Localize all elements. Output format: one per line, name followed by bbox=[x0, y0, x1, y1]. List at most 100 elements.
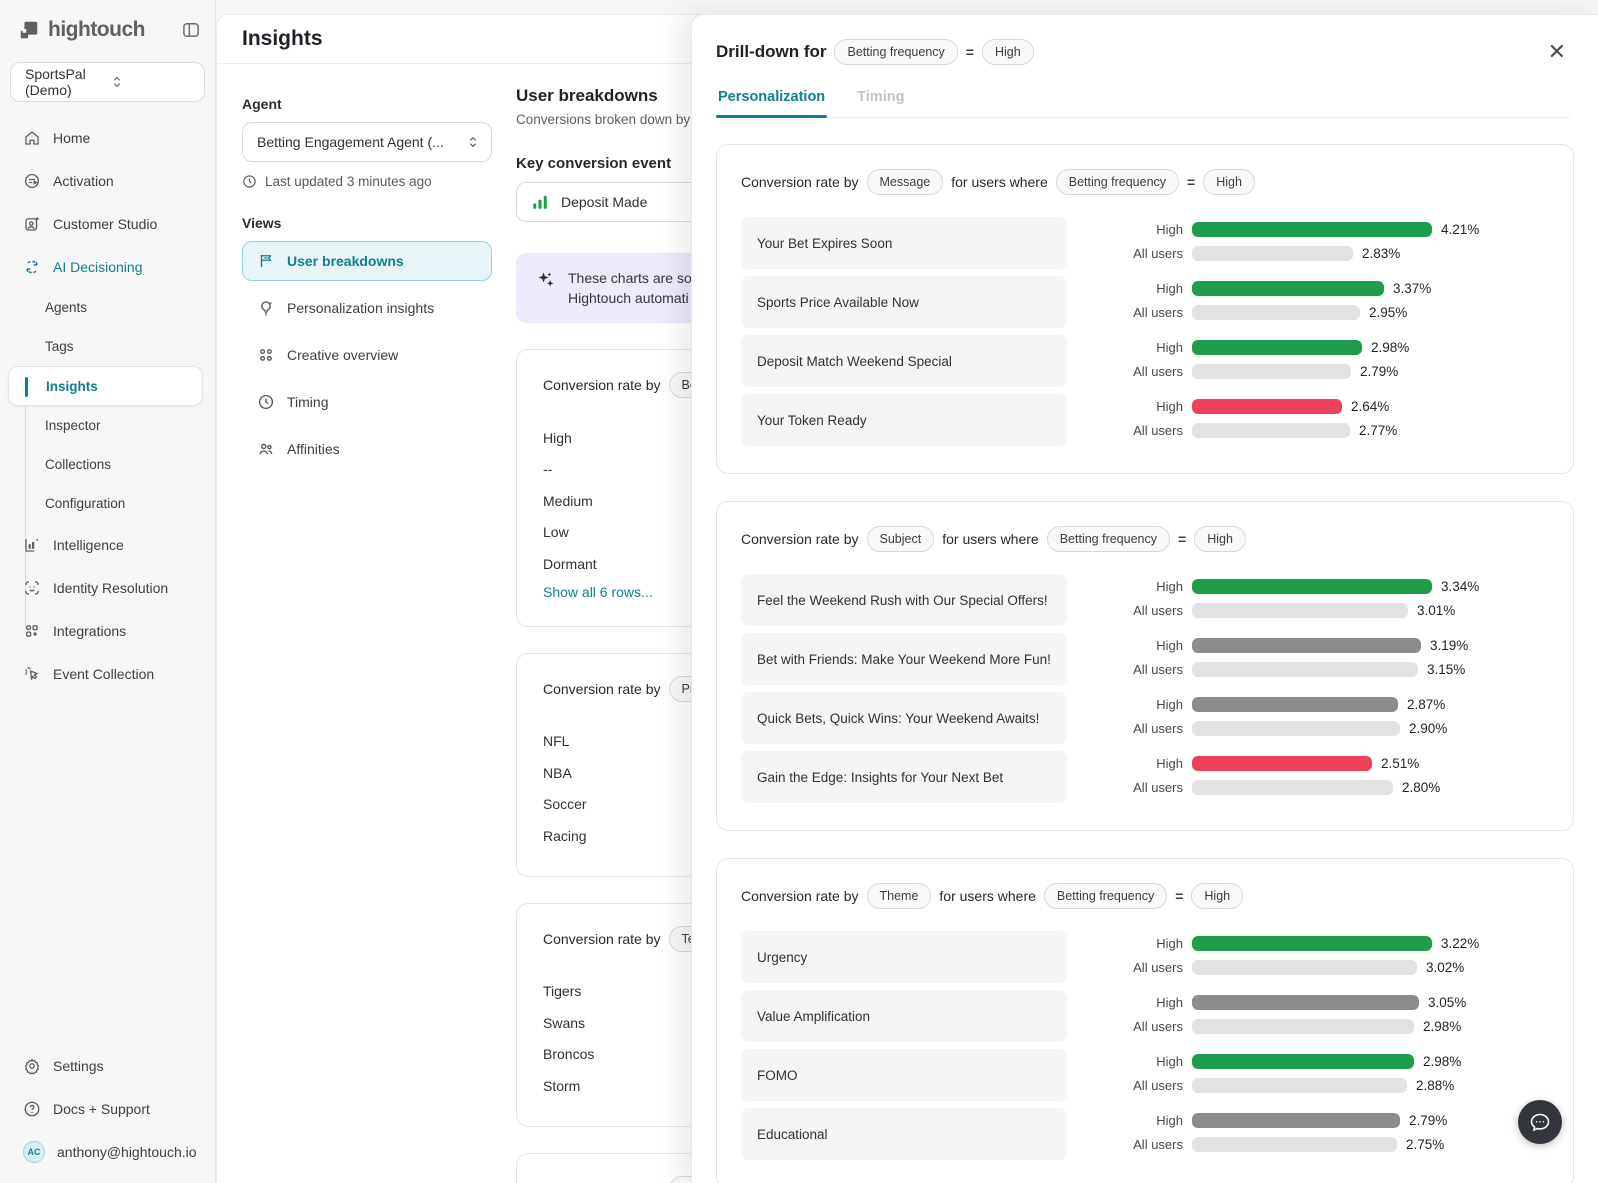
bar-value: 2.98% bbox=[1423, 1053, 1462, 1069]
workspace-selector[interactable]: SportsPal (Demo) bbox=[10, 62, 205, 102]
view-item-affinities[interactable]: Affinities bbox=[242, 429, 492, 469]
tab-personalization[interactable]: Personalization bbox=[716, 89, 828, 118]
sidebar-item-integrations[interactable]: Integrations bbox=[0, 609, 215, 652]
sidebar-item-home[interactable]: Home bbox=[0, 116, 215, 159]
integrations-icon bbox=[23, 622, 41, 640]
segment-bar bbox=[1192, 339, 1362, 355]
sidebar-collapse-icon[interactable] bbox=[181, 20, 201, 40]
breakdown-row-label: Broncos bbox=[543, 1046, 595, 1063]
chat-launcher[interactable] bbox=[1518, 1100, 1562, 1144]
key-event-label: Key conversion event bbox=[516, 155, 672, 172]
help-icon bbox=[23, 1100, 41, 1118]
identity-icon bbox=[23, 579, 41, 597]
breakdown-row-label: NBA bbox=[543, 764, 572, 781]
series-label: High bbox=[1156, 280, 1183, 296]
event-icon bbox=[23, 665, 41, 683]
bar-value: 2.79% bbox=[1409, 1112, 1448, 1128]
grid-icon bbox=[257, 346, 275, 364]
sidebar-item-tags[interactable]: Tags bbox=[0, 327, 215, 366]
breakdown-row-label: Tigers bbox=[543, 983, 582, 1000]
breakdowns-title: User breakdowns bbox=[516, 86, 658, 105]
chevron-updown-icon bbox=[465, 134, 481, 150]
segment-bar bbox=[1192, 696, 1398, 712]
conversion-card-message: Conversion rate by Message for users where… bbox=[716, 144, 1574, 474]
filter-value-pill: High bbox=[1191, 883, 1244, 909]
series-label: All users bbox=[1133, 304, 1183, 320]
tab-timing[interactable]: Timing bbox=[857, 89, 905, 105]
card-title-prefix: Conversion rate by bbox=[741, 888, 859, 904]
view-item-timing[interactable]: Timing bbox=[242, 382, 492, 422]
breakdown-card-title: Conversion rate by bbox=[543, 1181, 661, 1183]
intelligence-icon bbox=[23, 536, 41, 554]
filter-value-pill: High bbox=[1194, 526, 1246, 552]
dimension-pill[interactable]: Message bbox=[866, 169, 944, 195]
sidebar-item-docs-support[interactable]: Docs + Support bbox=[0, 1087, 215, 1130]
bar-chart-icon bbox=[531, 193, 549, 211]
view-item-personalization-insights[interactable]: Personalization insights bbox=[242, 288, 492, 328]
card-title-prefix: Conversion rate by bbox=[741, 531, 859, 547]
sidebar-item-collections[interactable]: Collections bbox=[0, 445, 215, 484]
baseline-bar bbox=[1192, 661, 1418, 677]
breakdown-card-title: Conversion rate by bbox=[543, 680, 661, 697]
info-line-1: These charts are so bbox=[568, 270, 692, 286]
series-label: All users bbox=[1133, 363, 1183, 379]
bar-value: 2.80% bbox=[1402, 779, 1441, 795]
metric-row: Value Amplification High 3.05% All users 2.9… bbox=[741, 990, 1549, 1042]
breakdown-row-label: Dormant bbox=[543, 555, 597, 572]
view-item-creative-overview[interactable]: Creative overview bbox=[242, 335, 492, 375]
account-menu[interactable]: AC anthony@hightouch.io bbox=[0, 1130, 215, 1173]
series-label: All users bbox=[1133, 422, 1183, 438]
sidebar-item-inspector[interactable]: Inspector bbox=[0, 406, 215, 445]
dimension-pill[interactable]: Subject bbox=[866, 526, 935, 552]
sidebar-item-intelligence[interactable]: Intelligence bbox=[0, 523, 215, 566]
sparkles-icon bbox=[536, 270, 556, 308]
series-label: All users bbox=[1133, 1136, 1183, 1152]
sidebar-item-label: Insights bbox=[46, 378, 98, 394]
bar-value: 2.79% bbox=[1360, 363, 1399, 379]
sidebar-item-identity-resolution[interactable]: Identity Resolution bbox=[0, 566, 215, 609]
sidebar-item-ai-decisioning[interactable]: AI Decisioning bbox=[0, 245, 215, 288]
view-item-user-breakdowns[interactable]: User breakdowns bbox=[242, 241, 492, 281]
sidebar-item-settings[interactable]: Settings bbox=[0, 1044, 215, 1087]
sidebar-item-label: Agents bbox=[45, 300, 88, 315]
breakdown-row-label: Soccer bbox=[543, 796, 587, 813]
metric-row: Feel the Weekend Rush with Our Special O… bbox=[741, 574, 1549, 626]
sidebar-item-label: Customer Studio bbox=[53, 215, 158, 232]
drilldown-panel: Drill-down for Betting frequency = High … bbox=[691, 14, 1598, 1183]
baseline-bar bbox=[1192, 1136, 1397, 1152]
agent-selector[interactable]: Betting Engagement Agent (... bbox=[242, 122, 492, 162]
sidebar-item-event-collection[interactable]: Event Collection bbox=[0, 652, 215, 695]
filter-value-pill: High bbox=[981, 39, 1034, 65]
metric-row: Gain the Edge: Insights for Your Next Be… bbox=[741, 751, 1549, 803]
close-icon[interactable]: ✕ bbox=[1547, 39, 1566, 64]
customer-studio-icon bbox=[23, 215, 41, 233]
series-label: High bbox=[1156, 221, 1183, 237]
sidebar-item-activation[interactable]: Activation bbox=[0, 159, 215, 202]
baseline-bar bbox=[1192, 720, 1400, 736]
sidebar: hightouch SportsPal (Demo) Home Activatio… bbox=[0, 0, 216, 1183]
bar-value: 2.51% bbox=[1381, 755, 1420, 771]
sidebar-item-agents[interactable]: Agents bbox=[0, 288, 215, 327]
sidebar-item-label: Collections bbox=[45, 457, 112, 472]
view-item-label: Timing bbox=[287, 394, 329, 410]
avatar: AC bbox=[23, 1140, 45, 1163]
series-label: High bbox=[1156, 578, 1183, 594]
series-label: High bbox=[1156, 994, 1183, 1010]
show-all-rows-link[interactable]: Show all 6 rows... bbox=[543, 583, 653, 600]
sidebar-item-configuration[interactable]: Configuration bbox=[0, 484, 215, 523]
conversion-card-subject: Conversion rate by Subject for users where… bbox=[716, 501, 1574, 831]
bar-value: 3.34% bbox=[1441, 578, 1480, 594]
baseline-bar bbox=[1192, 422, 1350, 438]
equals-sign: = bbox=[1175, 888, 1184, 904]
series-label: All users bbox=[1133, 959, 1183, 975]
sidebar-item-insights[interactable]: Insights bbox=[8, 366, 203, 406]
sidebar-item-customer-studio[interactable]: Customer Studio bbox=[0, 202, 215, 245]
segment-bar bbox=[1192, 935, 1432, 951]
dimension-pill[interactable]: Theme bbox=[866, 883, 932, 909]
metric-row-label: Urgency bbox=[741, 931, 1067, 983]
bar-value: 2.75% bbox=[1406, 1136, 1445, 1152]
series-label: High bbox=[1156, 696, 1183, 712]
metric-row-label: Value Amplification bbox=[741, 990, 1067, 1042]
drilldown-body: Conversion rate by Message for users where… bbox=[692, 118, 1598, 1183]
